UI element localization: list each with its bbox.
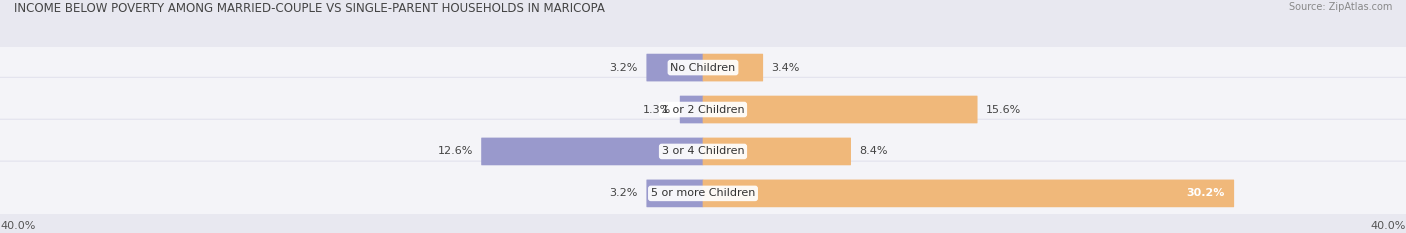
FancyBboxPatch shape bbox=[0, 119, 1406, 184]
FancyBboxPatch shape bbox=[703, 138, 851, 165]
Text: 12.6%: 12.6% bbox=[437, 147, 472, 156]
Text: 40.0%: 40.0% bbox=[0, 221, 35, 231]
FancyBboxPatch shape bbox=[703, 96, 977, 123]
FancyBboxPatch shape bbox=[647, 180, 703, 207]
Text: 3.4%: 3.4% bbox=[772, 63, 800, 72]
Text: 8.4%: 8.4% bbox=[859, 147, 889, 156]
Text: 1 or 2 Children: 1 or 2 Children bbox=[662, 105, 744, 114]
Text: 40.0%: 40.0% bbox=[1371, 221, 1406, 231]
Text: 5 or more Children: 5 or more Children bbox=[651, 188, 755, 198]
Text: INCOME BELOW POVERTY AMONG MARRIED-COUPLE VS SINGLE-PARENT HOUSEHOLDS IN MARICOP: INCOME BELOW POVERTY AMONG MARRIED-COUPL… bbox=[14, 2, 605, 15]
FancyBboxPatch shape bbox=[0, 77, 1406, 142]
Text: 30.2%: 30.2% bbox=[1187, 188, 1225, 198]
Text: 3.2%: 3.2% bbox=[610, 188, 638, 198]
FancyBboxPatch shape bbox=[703, 180, 1234, 207]
FancyBboxPatch shape bbox=[681, 96, 703, 123]
Text: 3.2%: 3.2% bbox=[610, 63, 638, 72]
FancyBboxPatch shape bbox=[703, 54, 763, 81]
FancyBboxPatch shape bbox=[647, 54, 703, 81]
Text: Source: ZipAtlas.com: Source: ZipAtlas.com bbox=[1288, 2, 1392, 12]
FancyBboxPatch shape bbox=[0, 161, 1406, 226]
FancyBboxPatch shape bbox=[481, 138, 703, 165]
Text: 15.6%: 15.6% bbox=[986, 105, 1021, 114]
FancyBboxPatch shape bbox=[0, 35, 1406, 100]
Text: 3 or 4 Children: 3 or 4 Children bbox=[662, 147, 744, 156]
Text: No Children: No Children bbox=[671, 63, 735, 72]
Text: 1.3%: 1.3% bbox=[643, 105, 672, 114]
